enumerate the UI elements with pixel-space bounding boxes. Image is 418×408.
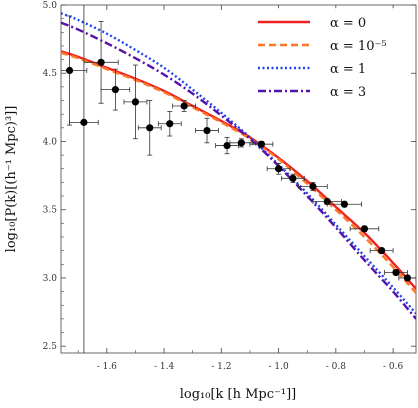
y-tick-label: 3.5 — [43, 206, 58, 216]
data-point — [61, 15, 88, 126]
legend-background — [248, 8, 410, 104]
data-marker — [309, 182, 317, 191]
y-tick-label: 2.5 — [43, 342, 58, 352]
data-point — [384, 268, 408, 277]
data-marker — [340, 200, 349, 208]
data-point — [123, 64, 148, 140]
data-marker — [274, 165, 283, 173]
x-tick-label: - 0.8 — [326, 362, 346, 372]
data-point — [281, 173, 305, 183]
series-line — [61, 12, 416, 315]
data-marker — [392, 268, 400, 277]
data-marker — [223, 141, 231, 150]
legend-label: α = 3 — [330, 85, 366, 100]
data-marker — [97, 58, 105, 66]
data-marker — [360, 225, 369, 233]
series-line — [61, 51, 416, 294]
legend-label: α = 1 — [330, 62, 366, 77]
legend-label: α = 0 — [330, 16, 366, 31]
data-marker — [323, 197, 331, 206]
data-point — [100, 68, 131, 111]
data-marker — [80, 118, 88, 126]
data-point — [266, 162, 291, 175]
y-tick-label: 4.0 — [43, 137, 58, 147]
data-marker — [65, 66, 74, 75]
data-point — [369, 247, 394, 255]
x-tick-label: - 1.0 — [268, 362, 288, 372]
data-point — [195, 117, 219, 144]
plot-frame — [60, 4, 417, 354]
data-marker — [289, 174, 297, 182]
data-marker — [131, 98, 140, 106]
data-marker — [166, 120, 174, 128]
data-marker — [111, 86, 119, 94]
x-tick-label: - 0.6 — [383, 362, 403, 372]
data-point — [172, 100, 196, 112]
x-axis-label: log₁₀[k [h Mpc⁻¹]] — [180, 387, 297, 402]
data-marker — [257, 140, 266, 148]
y-tick-label: 3.0 — [43, 274, 58, 284]
data-marker — [180, 102, 188, 110]
data-point — [298, 182, 328, 192]
data-point — [349, 225, 380, 233]
data-marker — [378, 247, 386, 255]
y-tick-label: 4.5 — [43, 69, 58, 79]
data-marker — [203, 126, 211, 135]
data-point — [69, 5, 99, 353]
data-marker — [403, 274, 412, 282]
x-tick-label: - 1.4 — [154, 362, 174, 372]
legend: α = 0 α = 10⁻⁵ α = 1 α = 3 — [248, 8, 410, 104]
data-point — [326, 200, 363, 208]
data-marker — [146, 124, 154, 132]
x-tick-label: - 1.6 — [97, 362, 117, 372]
y-tick-label: 5.0 — [43, 1, 58, 11]
legend-label: α = 10⁻⁵ — [330, 39, 387, 54]
data-point — [249, 140, 274, 148]
y-axis-label: log₁₀[P(k)[(h⁻¹ Mpc)³]] — [4, 106, 19, 253]
data-point — [157, 111, 182, 137]
data-point — [229, 138, 254, 148]
series-line — [61, 21, 416, 320]
data-marker — [237, 139, 245, 147]
measurement-points — [61, 5, 416, 353]
x-tick-label: - 1.2 — [211, 362, 231, 372]
data-point — [137, 100, 162, 156]
data-point — [215, 136, 239, 155]
data-point — [398, 274, 416, 282]
